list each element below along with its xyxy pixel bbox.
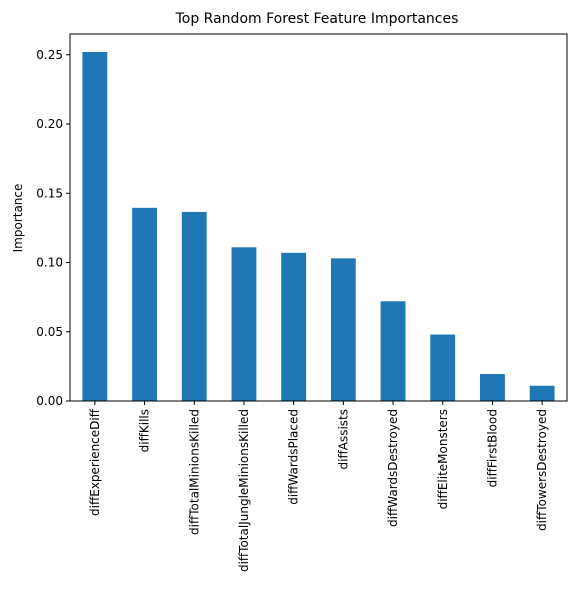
bar-diffTowersDestroyed	[529, 385, 555, 401]
x-tick-label: diffEliteMonsters	[436, 409, 450, 509]
x-tick-label: diffWardsDestroyed	[386, 409, 400, 527]
x-tick-label: diffTotalMinionsKilled	[187, 409, 201, 535]
y-tick-label: 0.10	[36, 256, 63, 270]
y-tick-label: 0.15	[36, 186, 63, 200]
y-tick-label: 0.00	[36, 394, 63, 408]
x-tick-label: diffKills	[138, 409, 152, 452]
x-tick-label: diffAssists	[336, 409, 350, 469]
bar-diffTotalMinionsKilled	[181, 211, 207, 401]
x-tick-label: diffFirstBlood	[485, 409, 499, 487]
x-tick-label: diffExperienceDiff	[88, 408, 102, 516]
x-tick-label: diffWardsPlaced	[287, 409, 301, 505]
y-axis-label: Importance	[11, 184, 25, 253]
x-tick-label: diffTotalJungleMinionsKilled	[237, 409, 251, 572]
bar-diffTotalJungleMinionsKilled	[231, 247, 257, 401]
bar-diffExperienceDiff	[82, 52, 108, 401]
chart-title: Top Random Forest Feature Importances	[175, 11, 459, 27]
x-tick-label: diffTowersDestroyed	[535, 409, 549, 531]
bar-diffAssists	[330, 258, 356, 401]
bar-diffKills	[132, 207, 157, 401]
bar-diffFirstBlood	[480, 373, 505, 401]
x-axis: diffExperienceDiff diffKills diffTotalMini…	[88, 401, 549, 572]
bars	[82, 52, 555, 401]
plot-frame	[69, 33, 568, 402]
y-tick-label: 0.25	[36, 48, 63, 62]
bar-diffEliteMonsters	[430, 334, 456, 401]
y-axis: 0.00 0.05 0.10 0.15 0.20 0.25	[36, 48, 70, 408]
bar-diffWardsDestroyed	[380, 301, 406, 401]
y-tick-label: 0.20	[36, 117, 63, 131]
bar-diffWardsPlaced	[281, 252, 307, 401]
y-tick-label: 0.05	[36, 325, 63, 339]
